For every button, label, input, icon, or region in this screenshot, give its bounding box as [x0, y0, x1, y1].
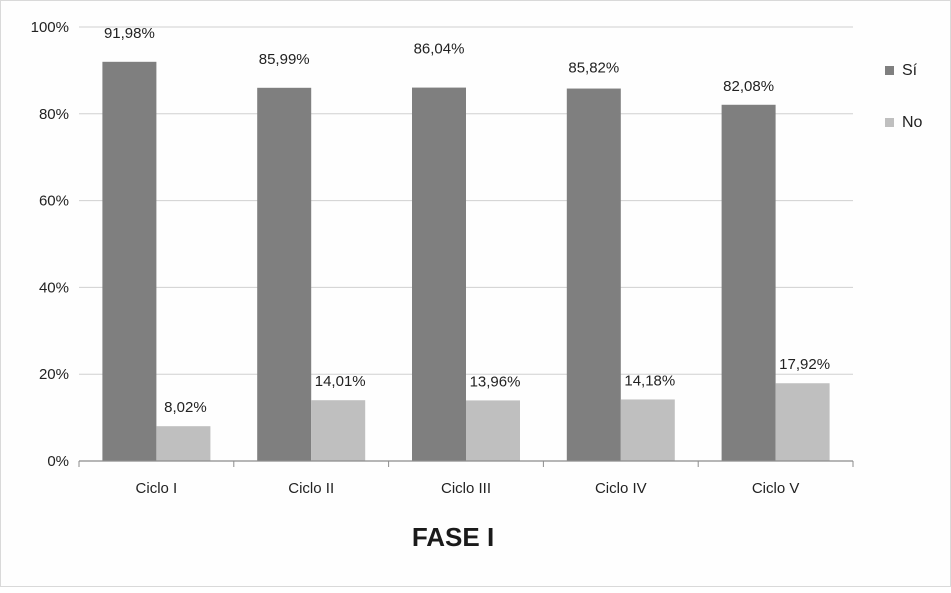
- bars: [102, 61, 830, 462]
- bar-si-4: [566, 88, 621, 461]
- bar-si-2: [257, 87, 312, 461]
- bar-si-1: [102, 61, 157, 462]
- legend-swatch: [885, 118, 894, 127]
- bar-si-3: [412, 87, 466, 462]
- data-label: 14,01%: [315, 373, 366, 390]
- data-label: 82,08%: [723, 78, 774, 95]
- data-label: 91,98%: [104, 25, 155, 42]
- category-label: Ciclo III: [441, 480, 491, 497]
- legend: Sí No: [885, 62, 923, 131]
- y-tick-label: 20%: [39, 366, 69, 383]
- bar-no-3: [466, 400, 520, 461]
- y-tick-label: 80%: [39, 106, 69, 123]
- y-tick-label: 100%: [31, 19, 69, 36]
- y-axis-ticks: 0% 20% 40% 60% 80% 100%: [31, 19, 69, 470]
- bar-no-1: [156, 426, 211, 461]
- y-tick-label: 60%: [39, 193, 69, 210]
- category-label: Ciclo IV: [595, 480, 647, 497]
- x-axis: [78, 460, 854, 467]
- legend-label: Sí: [902, 62, 918, 79]
- category-label: Ciclo I: [136, 480, 178, 497]
- bar-no-5: [775, 383, 830, 461]
- y-tick-label: 0%: [47, 453, 69, 470]
- data-labels: 91,98% 8,02% 85,99% 14,01% 86,04% 13,96% 85,82…: [104, 25, 830, 416]
- category-labels: Ciclo I Ciclo II Ciclo III Ciclo IV Ciclo V: [136, 480, 800, 497]
- bar-no-4: [620, 399, 675, 461]
- data-label: 85,99%: [259, 51, 310, 68]
- data-label: 13,96%: [470, 373, 521, 390]
- legend-swatch: [885, 66, 894, 75]
- chart-title: FASE I: [412, 522, 494, 552]
- legend-label: No: [902, 114, 923, 131]
- category-label: Ciclo II: [288, 480, 334, 497]
- bar-no-2: [311, 400, 366, 461]
- data-label: 14,18%: [624, 372, 675, 389]
- category-label: Ciclo V: [752, 480, 800, 497]
- bar-si-5: [721, 104, 776, 461]
- data-label: 17,92%: [779, 356, 830, 373]
- data-label: 8,02%: [164, 399, 207, 416]
- data-label: 85,82%: [568, 60, 619, 77]
- data-label: 86,04%: [414, 41, 465, 58]
- y-tick-label: 40%: [39, 279, 69, 296]
